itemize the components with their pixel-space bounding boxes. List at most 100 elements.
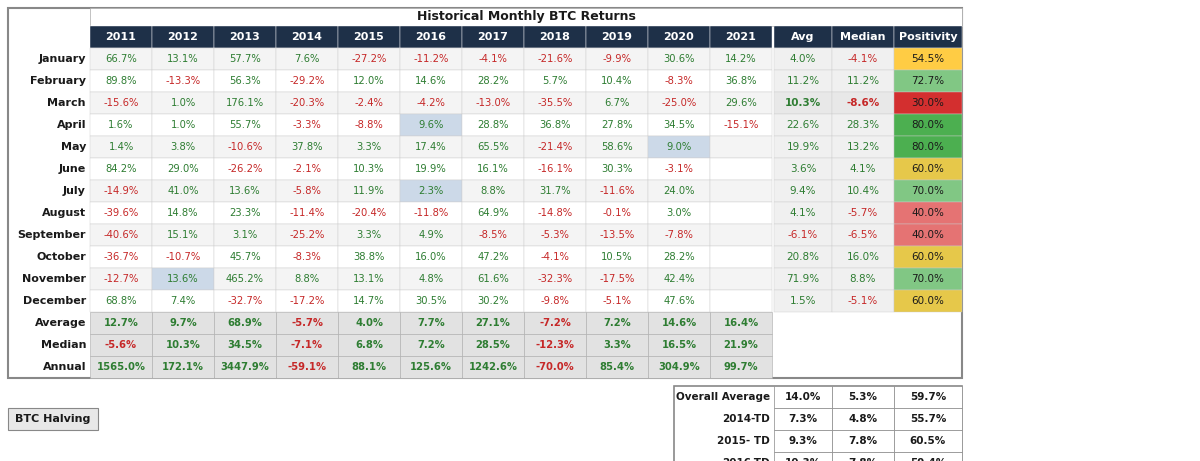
Bar <box>710 290 772 312</box>
Bar <box>774 430 832 452</box>
Text: -8.3%: -8.3% <box>665 76 694 86</box>
Text: 2018: 2018 <box>540 32 570 42</box>
Bar <box>648 114 710 136</box>
Bar <box>400 202 462 224</box>
Text: 9.6%: 9.6% <box>419 120 444 130</box>
Bar <box>462 70 524 92</box>
Text: 4.1%: 4.1% <box>790 208 816 218</box>
Text: 2015: 2015 <box>354 32 384 42</box>
Bar <box>90 334 152 356</box>
Text: 23.3%: 23.3% <box>229 208 260 218</box>
Bar <box>774 452 832 461</box>
Bar <box>338 202 400 224</box>
Bar <box>894 224 962 246</box>
Text: 3447.9%: 3447.9% <box>221 362 270 372</box>
Text: -70.0%: -70.0% <box>535 362 575 372</box>
Text: 29.0%: 29.0% <box>167 164 199 174</box>
Bar <box>586 290 648 312</box>
Text: 60.0%: 60.0% <box>912 296 944 306</box>
Text: -36.7%: -36.7% <box>103 252 139 262</box>
Text: 40.0%: 40.0% <box>912 208 944 218</box>
Bar <box>214 136 276 158</box>
Bar <box>832 452 894 461</box>
Bar <box>774 290 832 312</box>
Text: -32.7%: -32.7% <box>227 296 263 306</box>
Bar <box>648 224 710 246</box>
Text: 4.1%: 4.1% <box>850 164 876 174</box>
Text: -0.1%: -0.1% <box>602 208 631 218</box>
Bar <box>832 158 894 180</box>
Text: 30.3%: 30.3% <box>601 164 632 174</box>
Bar <box>214 290 276 312</box>
Bar <box>832 92 894 114</box>
Text: 10.3%: 10.3% <box>166 340 200 350</box>
Bar <box>90 356 152 378</box>
Text: 28.2%: 28.2% <box>478 76 509 86</box>
Text: 28.8%: 28.8% <box>478 120 509 130</box>
Bar <box>648 290 710 312</box>
Bar <box>214 334 276 356</box>
Text: -35.5%: -35.5% <box>538 98 572 108</box>
Text: 99.7%: 99.7% <box>724 362 758 372</box>
Text: 2011: 2011 <box>106 32 137 42</box>
Text: 14.2%: 14.2% <box>725 54 757 64</box>
Text: Overall Average: Overall Average <box>676 392 770 402</box>
Bar <box>90 202 152 224</box>
Text: -3.3%: -3.3% <box>293 120 322 130</box>
Text: 13.1%: 13.1% <box>353 274 385 284</box>
Text: 2016: 2016 <box>415 32 446 42</box>
Text: 6.8%: 6.8% <box>355 340 383 350</box>
Bar <box>276 290 338 312</box>
Bar <box>894 386 962 408</box>
Bar <box>214 202 276 224</box>
Bar <box>894 246 962 268</box>
Text: 7.3%: 7.3% <box>788 414 817 424</box>
Bar <box>214 48 276 70</box>
Bar <box>338 224 400 246</box>
Bar <box>152 180 214 202</box>
Text: 2015- TD: 2015- TD <box>718 436 770 446</box>
Bar <box>152 290 214 312</box>
Bar <box>774 26 832 48</box>
Text: -20.4%: -20.4% <box>352 208 386 218</box>
Bar <box>648 268 710 290</box>
Text: 1.0%: 1.0% <box>170 98 196 108</box>
Bar <box>648 334 710 356</box>
Text: 10.3%: 10.3% <box>785 98 821 108</box>
Text: 56.3%: 56.3% <box>229 76 260 86</box>
Text: 84.2%: 84.2% <box>106 164 137 174</box>
Text: 13.1%: 13.1% <box>167 54 199 64</box>
Bar <box>400 158 462 180</box>
Bar <box>710 246 772 268</box>
Bar <box>894 290 962 312</box>
Text: Average: Average <box>35 318 86 328</box>
Bar <box>586 158 648 180</box>
Bar <box>462 268 524 290</box>
Bar <box>276 268 338 290</box>
Text: 60.0%: 60.0% <box>912 252 944 262</box>
Bar <box>648 246 710 268</box>
Bar <box>524 224 586 246</box>
Text: -14.9%: -14.9% <box>103 186 139 196</box>
Text: 2013: 2013 <box>229 32 260 42</box>
Text: -15.1%: -15.1% <box>724 120 758 130</box>
Bar <box>710 356 772 378</box>
Text: 8.8%: 8.8% <box>480 186 505 196</box>
Bar <box>214 356 276 378</box>
Bar <box>462 26 524 48</box>
Text: 47.2%: 47.2% <box>478 252 509 262</box>
Bar <box>90 48 152 70</box>
Bar <box>214 158 276 180</box>
Bar <box>774 202 832 224</box>
Text: May: May <box>61 142 86 152</box>
Text: -5.8%: -5.8% <box>293 186 322 196</box>
Text: 2019: 2019 <box>601 32 632 42</box>
Text: 10.3%: 10.3% <box>785 458 821 461</box>
Text: 85.4%: 85.4% <box>600 362 635 372</box>
Bar <box>710 334 772 356</box>
Text: February: February <box>30 76 86 86</box>
Bar <box>774 136 832 158</box>
Text: -8.6%: -8.6% <box>846 98 880 108</box>
Text: -11.2%: -11.2% <box>413 54 449 64</box>
Bar <box>276 70 338 92</box>
